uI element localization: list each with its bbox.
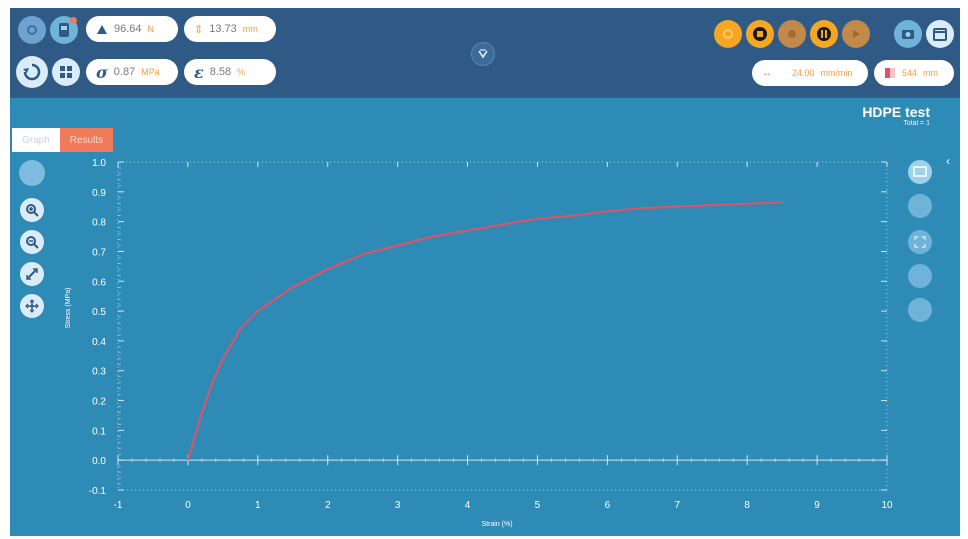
y-tick-label: 0.5	[92, 307, 106, 318]
test-subtitle: Total = 1	[903, 120, 930, 127]
x-tick-label: 7	[674, 500, 680, 511]
y-tick-label: 0.7	[92, 247, 106, 258]
reset-icon[interactable]	[16, 56, 48, 88]
x-tick-label: 8	[744, 500, 750, 511]
top-toolbar: 96.64 N ⇕ 13.73 mm σ 0.87 MPa ε 8.58 %	[10, 8, 960, 98]
speed-readout: ↔ 24.00 mm/min	[752, 60, 868, 86]
x-tick-label: 6	[605, 500, 611, 511]
y-tick-label: 0.2	[92, 397, 106, 408]
app-window: 96.64 N ⇕ 13.73 mm σ 0.87 MPa ε 8.58 %	[10, 8, 960, 536]
pan-mode-button[interactable]	[19, 160, 45, 186]
y-tick-label: 1.0	[92, 158, 106, 169]
y-axis-label: Stress (MPa)	[65, 288, 72, 329]
record-icon[interactable]	[778, 20, 806, 48]
grid-icon[interactable]	[52, 58, 80, 86]
gauge-icon	[885, 68, 895, 78]
stress-unit: MPa	[141, 67, 160, 77]
x-tick-label: 9	[814, 500, 820, 511]
chart-ticks: -1 0 1 2 3 4 5 6 7 8 9 10 1.0 0.9 0.8 0.7 0.6 0.5 0.4 0.3 0.…	[89, 158, 893, 511]
camera-icon[interactable]	[894, 20, 922, 48]
collapse-panel-icon[interactable]: ‹	[946, 154, 950, 168]
chart-grid	[117, 161, 888, 491]
y-tick-label: -0.1	[89, 486, 107, 497]
x-tick-label: 1	[255, 500, 261, 511]
epsilon-icon: ε	[194, 62, 204, 82]
tool-button-4[interactable]	[908, 264, 932, 288]
calendar-icon[interactable]	[926, 20, 954, 48]
tool-button-5[interactable]	[908, 298, 932, 322]
extra-readout: 544 mm	[874, 60, 954, 86]
stress-strain-curve	[186, 201, 783, 461]
y-tick-label: 0.3	[92, 367, 106, 378]
extra-unit: mm	[923, 68, 939, 78]
position-icon: ⇕	[194, 23, 204, 36]
position-value: 13.73	[209, 23, 237, 35]
tab-results[interactable]: Results	[59, 128, 114, 152]
strain-value: 8.58	[209, 66, 232, 78]
move-icon[interactable]	[20, 294, 44, 318]
test-title-block: HDPE test Total = 1	[862, 104, 930, 127]
settings-icon[interactable]	[18, 16, 46, 44]
y-tick-label: 0.4	[92, 337, 106, 348]
x-tick-label: -1	[114, 500, 123, 511]
x-tick-label: 4	[465, 500, 471, 511]
view-tabs: Graph Results	[12, 128, 114, 152]
force-unit: N	[147, 24, 155, 34]
stress-value: 0.87	[113, 66, 136, 78]
stop-icon[interactable]	[746, 20, 774, 48]
tool-button-2[interactable]	[908, 194, 932, 218]
tab-graph[interactable]: Graph	[12, 128, 60, 152]
collapse-toggle-icon[interactable]	[471, 42, 495, 66]
force-icon	[97, 25, 107, 34]
y-tick-label: 0.8	[92, 218, 106, 229]
force-value: 96.64	[114, 23, 142, 35]
x-tick-label: 5	[535, 500, 541, 511]
zoom-out-icon[interactable]	[20, 230, 44, 254]
y-tick-label: 0.9	[92, 188, 106, 199]
position-readout: ⇕ 13.73 mm	[184, 16, 276, 42]
plot-frame	[117, 161, 888, 491]
test-title: HDPE test	[862, 104, 930, 120]
zoom-in-icon[interactable]	[20, 198, 44, 222]
stress-readout: σ 0.87 MPa	[86, 59, 178, 85]
expand-icon[interactable]	[20, 262, 44, 286]
x-tick-label: 2	[325, 500, 331, 511]
y-tick-label: 0.1	[92, 426, 106, 437]
x-tick-label: 10	[881, 500, 893, 511]
speed-value: 24.00	[792, 68, 815, 78]
pause-icon[interactable]	[810, 20, 838, 48]
play-icon[interactable]	[842, 20, 870, 48]
x-tick-label: 0	[185, 500, 191, 511]
strain-unit: %	[237, 67, 246, 77]
position-unit: mm	[242, 24, 258, 34]
notification-dot-icon	[70, 17, 77, 24]
y-tick-label: 0.6	[92, 277, 106, 288]
extra-value: 544	[902, 68, 918, 78]
sigma-icon: σ	[96, 62, 108, 82]
x-tick-label: 3	[395, 500, 401, 511]
strain-readout: ε 8.58 %	[184, 59, 276, 85]
speed-icon: ↔	[762, 67, 772, 79]
y-tick-label: 0.0	[92, 456, 106, 467]
force-readout: 96.64 N	[86, 16, 178, 42]
device-icon[interactable]	[50, 16, 78, 44]
speed-unit: mm/min	[820, 68, 853, 78]
settings-gear-icon[interactable]	[714, 20, 742, 48]
x-axis-label: Strain (%)	[481, 521, 512, 528]
fullscreen-icon[interactable]	[908, 230, 932, 254]
screen-icon[interactable]	[908, 160, 932, 184]
